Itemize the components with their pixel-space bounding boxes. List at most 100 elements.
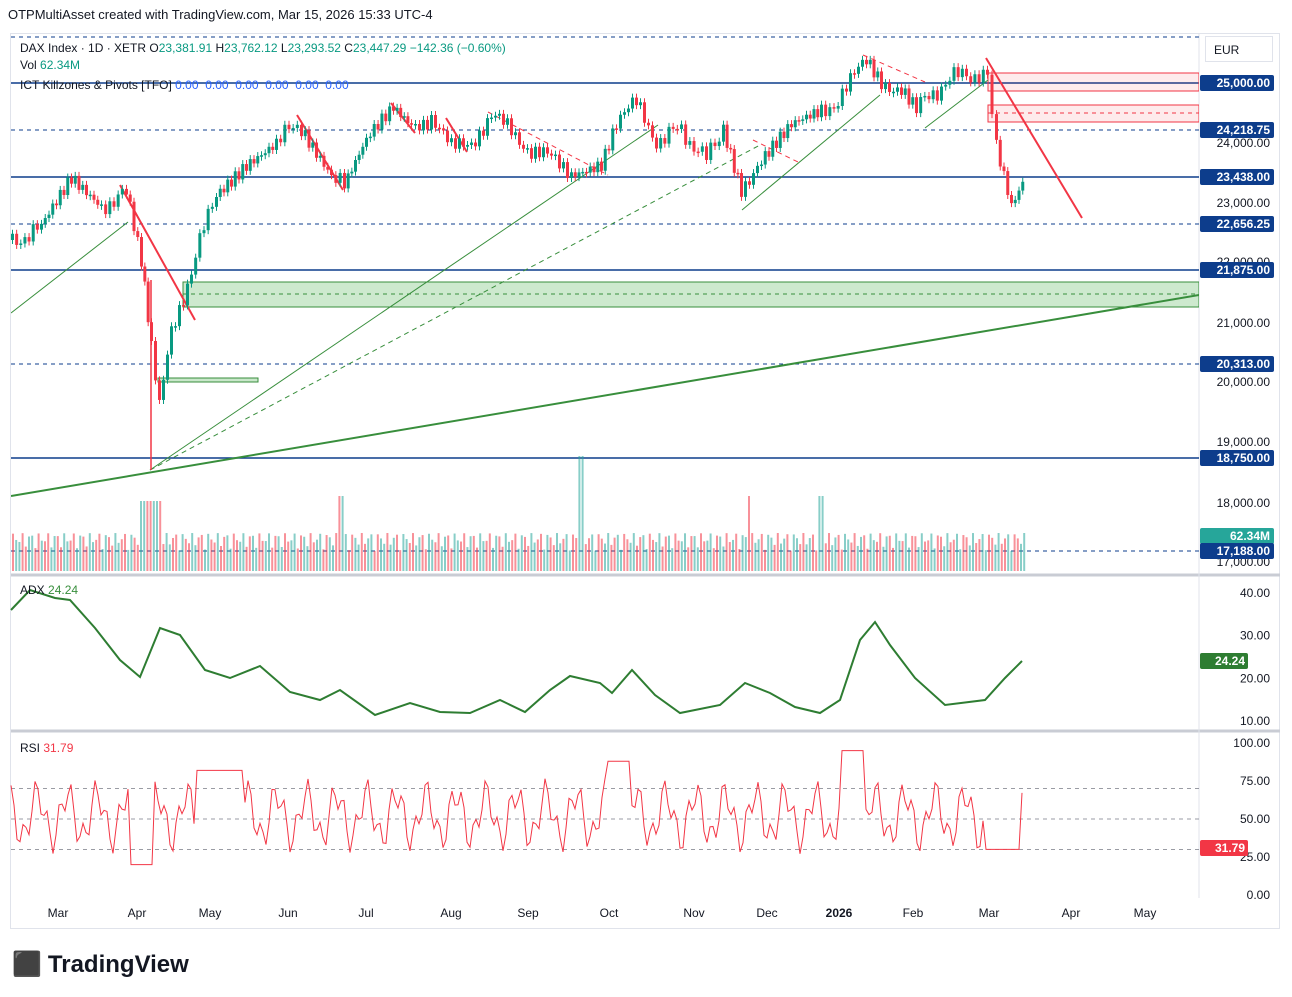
price-tag: 24,218.75 [1200,122,1274,138]
volume-bar [607,533,610,571]
ict-legend[interactable]: ICT Killzones & Pivots [TFO] 0.00 0.00 0… [20,77,349,93]
volume-bar [229,548,232,571]
volume-bar [133,537,136,571]
open-value: 23,381.91 [158,41,213,55]
ict-values: 0.00 0.00 0.00 0.00 0.00 0.00 [175,78,349,92]
volume-bar [280,547,283,571]
volume-bar [530,533,533,571]
candle-body [112,201,116,207]
volume-bar [610,544,613,571]
volume-bar [674,533,677,571]
candle-body [31,224,35,242]
candle-body [857,66,860,74]
volume-bar [940,536,942,571]
candle-body [454,138,457,149]
volume-bar [856,545,859,571]
volume-bar [56,536,59,571]
candle-body [58,189,62,206]
volume-bar [149,501,152,571]
candle-body [92,194,96,200]
candle-body [603,148,607,171]
candle-body [426,119,429,130]
currency-button[interactable]: EUR [1205,36,1273,62]
candle-body [619,114,622,129]
adx-legend[interactable]: ADX 24.24 [20,582,78,598]
volume-bar [88,533,91,571]
volume-bar [232,533,235,571]
candle-body [573,172,577,178]
candle-body [853,73,856,75]
price-tag: 18,750.00 [1200,450,1274,466]
volume-label: Vol [20,58,37,72]
volume-bar [47,533,50,571]
candle-body [977,74,981,83]
candle-body [406,116,410,124]
trend-line [741,94,881,211]
volume-bar [511,540,514,571]
price-tag: 25,000.00 [1200,75,1274,91]
volume-bar [847,539,850,571]
price-tag-label: 24,218.75 [1217,123,1271,137]
volume-bar [146,501,149,571]
time-tick-label: Mar [979,906,1000,920]
candle-body [1017,190,1021,200]
price-tag-label: 22,656.25 [1217,217,1271,231]
candle-body [368,136,372,139]
volume-bar [885,536,888,571]
volume-legend[interactable]: Vol 62.34M [20,57,80,73]
candle-body [588,166,592,173]
candle-body [96,199,100,205]
price-tag: 21,875.00 [1200,262,1274,278]
candle-body [307,130,311,148]
open-label: O [149,41,159,55]
candle-body [237,171,241,180]
candle-body [55,203,58,206]
time-tick-label: Feb [903,906,924,920]
volume-bar [450,548,453,571]
volume-bar [399,550,402,571]
volume-bar [860,536,862,571]
volume-bar [114,533,117,571]
rsi-legend[interactable]: RSI 31.79 [20,740,73,756]
candle-body [931,90,935,100]
volume-bar [258,533,261,571]
volume-bar [924,541,926,571]
price-tick-label: 24,000.00 [1217,136,1271,150]
time-tick-label: Dec [756,906,777,920]
volume-bar [335,533,338,571]
volume-bar [495,535,498,571]
symbol-label[interactable]: DAX Index · 1D · XETR [20,41,147,55]
trend-line [149,144,761,471]
time-tick-label: May [1134,906,1157,920]
volume-bar [789,550,792,571]
volume-bar [988,534,990,571]
candle-body [888,83,891,92]
candle-body [77,175,81,190]
volume-bar [428,533,430,571]
candle-body [675,128,679,131]
volume-bar [127,549,130,571]
candle-body [820,104,823,118]
volume-bar [655,542,658,571]
volume-bar [520,535,523,571]
change-value: −142.36 (−0.60%) [409,41,506,55]
volume-bar [72,533,75,571]
candle-body [15,233,19,245]
candle-body [1010,194,1013,204]
candle-body [631,97,634,109]
candle-body [607,148,611,151]
volume-bar [524,536,526,571]
candle-body [655,137,658,149]
volume-bar [188,543,190,571]
candle-body [748,181,751,185]
volume-bar [805,544,808,571]
candle-body [973,74,977,83]
price-tag-label: 20,313.00 [1217,357,1271,371]
candle-body [709,142,713,160]
candle-body [639,102,642,106]
volume-bar [754,542,757,571]
adx-tag-label: 24.24 [1215,654,1245,668]
candle-body [506,118,509,125]
price-tick-label: 20,000.00 [1217,375,1271,389]
